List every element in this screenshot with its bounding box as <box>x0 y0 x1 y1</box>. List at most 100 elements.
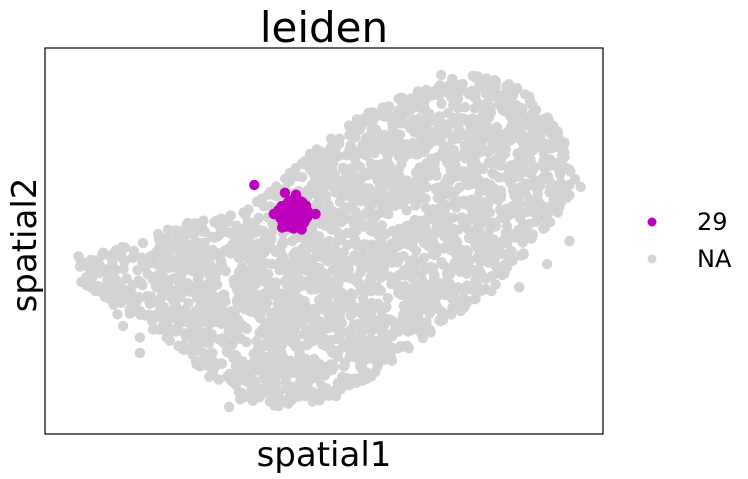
data-point-na <box>287 387 298 398</box>
data-point-na <box>554 142 565 153</box>
data-point-na <box>307 396 318 407</box>
data-point-na <box>358 186 369 197</box>
data-point-na <box>389 111 400 122</box>
data-point-na <box>395 172 406 183</box>
data-point-na <box>451 202 462 213</box>
data-point-na <box>485 105 496 116</box>
data-point-na <box>213 219 224 230</box>
data-point-na <box>452 282 464 293</box>
data-point-na <box>564 235 575 247</box>
data-point-na <box>370 211 381 223</box>
data-point-na <box>530 104 542 116</box>
data-point-na <box>480 242 491 253</box>
data-point-na <box>370 258 382 269</box>
data-point-na <box>479 114 491 126</box>
data-point-na <box>554 202 565 213</box>
data-point-na <box>383 246 395 257</box>
data-point-na <box>378 111 389 122</box>
data-point-na <box>263 189 274 200</box>
data-point-na <box>287 235 298 247</box>
data-point-na <box>258 201 269 212</box>
data-point-na <box>469 124 481 135</box>
data-point-na <box>424 108 435 120</box>
data-point-na <box>354 279 365 290</box>
data-point-na <box>430 183 441 194</box>
data-point-na <box>486 255 497 266</box>
data-point-na <box>466 159 477 170</box>
data-point-na <box>370 300 382 312</box>
data-point-na <box>297 386 308 397</box>
data-point-na <box>191 260 203 271</box>
data-point-na <box>371 195 382 206</box>
data-point-na <box>472 252 483 263</box>
data-point-na <box>371 284 383 295</box>
data-point-na <box>386 342 397 353</box>
data-point-na <box>271 396 283 407</box>
data-point-na <box>236 333 247 344</box>
data-point-na <box>201 255 212 266</box>
data-point-na <box>190 305 202 317</box>
data-point-na <box>447 73 458 85</box>
data-point-na <box>350 333 362 344</box>
data-point-na <box>246 384 257 396</box>
data-point-na <box>410 257 422 269</box>
data-point-na <box>361 148 372 159</box>
data-point-na <box>283 332 294 344</box>
data-point-na <box>142 291 153 302</box>
data-point-na <box>102 266 113 277</box>
data-point-na <box>387 225 398 237</box>
data-point-na <box>84 256 96 268</box>
x-axis-label: spatial1 <box>257 435 392 475</box>
data-point-na <box>274 335 286 346</box>
data-point-na <box>493 90 505 102</box>
data-point-29 <box>296 224 307 235</box>
data-point-na <box>518 248 529 259</box>
data-point-na <box>375 239 386 250</box>
data-point-na <box>450 130 461 141</box>
data-point-na <box>110 274 122 285</box>
data-point-na <box>491 121 503 133</box>
data-point-na <box>530 120 542 131</box>
data-point-na <box>245 264 256 275</box>
data-point-na <box>463 284 474 295</box>
data-point-na <box>497 248 508 259</box>
data-point-na <box>280 372 291 384</box>
data-point-na <box>315 274 327 286</box>
data-point-na <box>271 246 283 258</box>
data-point-na <box>245 255 257 266</box>
data-point-na <box>459 213 471 224</box>
data-point-na <box>205 300 217 311</box>
data-point-na <box>294 349 305 360</box>
data-point-na <box>309 229 320 241</box>
data-point-na <box>514 282 525 293</box>
data-point-na <box>485 143 497 154</box>
data-point-na <box>207 347 218 359</box>
data-point-na <box>257 324 268 335</box>
data-point-na <box>511 229 522 241</box>
data-point-na <box>319 370 331 381</box>
data-point-na <box>348 169 359 180</box>
data-point-na <box>396 96 408 108</box>
data-point-na <box>134 347 146 359</box>
data-point-na <box>285 355 296 366</box>
data-point-na <box>162 224 174 235</box>
data-point-na <box>402 298 413 309</box>
data-point-na <box>151 282 162 293</box>
data-point-na <box>170 326 181 337</box>
data-point-na <box>219 289 230 300</box>
data-point-na <box>411 286 422 297</box>
data-point-29 <box>284 202 295 213</box>
data-point-na <box>475 147 486 158</box>
legend: 29 NA <box>647 208 732 273</box>
data-point-na <box>252 344 264 355</box>
data-point-na <box>208 280 220 291</box>
data-point-na <box>151 309 162 320</box>
data-point-na <box>554 134 565 145</box>
data-point-na <box>90 285 101 297</box>
data-point-na <box>343 258 354 270</box>
data-point-na <box>302 304 313 316</box>
data-point-na <box>430 89 441 100</box>
data-point-na <box>308 260 319 271</box>
data-point-na <box>265 232 276 244</box>
data-point-na <box>241 298 253 309</box>
